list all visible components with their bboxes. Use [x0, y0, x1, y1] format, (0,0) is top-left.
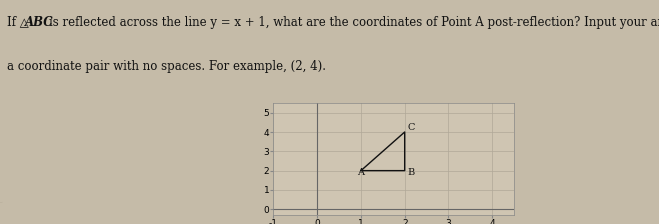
- Text: is reflected across the line y = x + 1, what are the coordinates of Point A post: is reflected across the line y = x + 1, …: [49, 16, 659, 29]
- Text: C: C: [408, 123, 415, 132]
- Text: If △: If △: [7, 16, 32, 29]
- Text: a coordinate pair with no spaces. For example, (2, 4).: a coordinate pair with no spaces. For ex…: [7, 60, 326, 73]
- Text: B: B: [408, 168, 415, 177]
- Text: ABC: ABC: [25, 16, 53, 29]
- Text: A: A: [357, 168, 364, 177]
